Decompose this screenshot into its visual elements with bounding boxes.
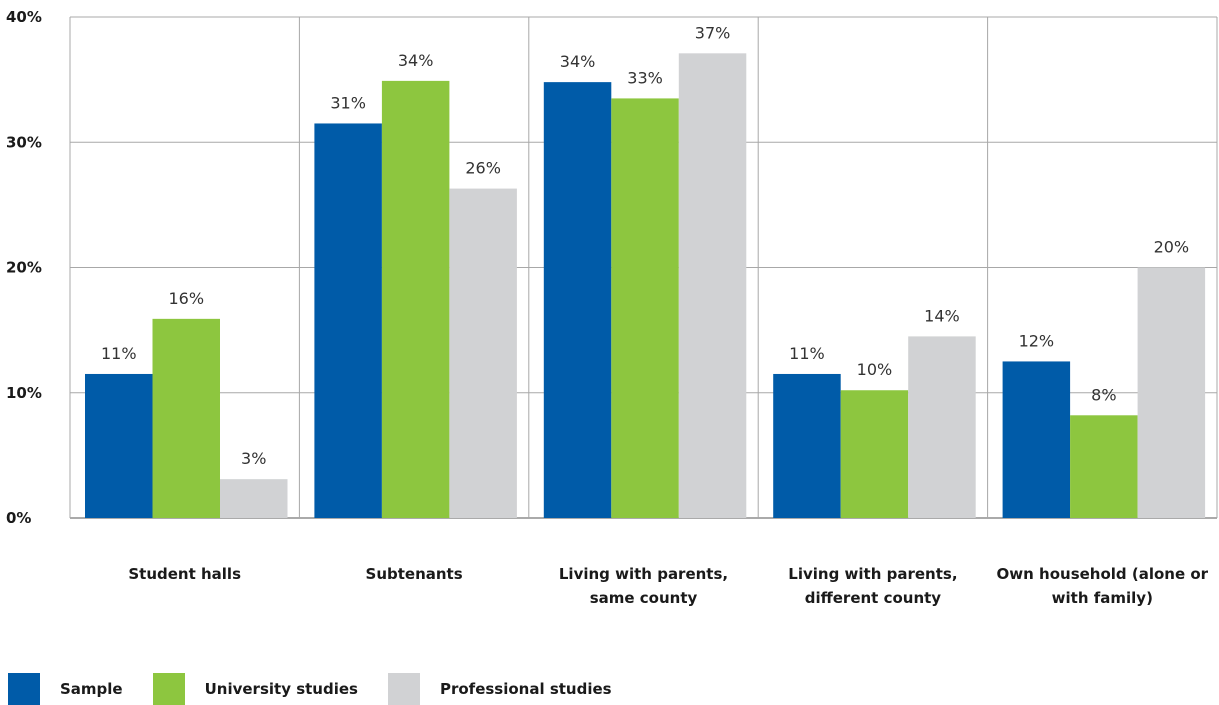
data-label: 11% (789, 344, 825, 363)
bar (1137, 267, 1206, 518)
data-labels: 11% 31% 34% 11% 12% 16% 34% 33% 10% 8% 3% 26% 37% 14%… (101, 23, 1189, 468)
data-label: 10% (857, 360, 893, 379)
bar (1070, 415, 1138, 518)
bars (85, 53, 1206, 519)
data-label: 8% (1091, 385, 1116, 404)
data-label: 33% (627, 68, 663, 87)
data-label: 34% (560, 52, 596, 71)
legend-label-university-studies: University studies (204, 680, 358, 698)
legend-swatch-university-studies (152, 673, 185, 705)
y-axis-ticks: 0% 10% 20% 30% 40% (6, 8, 42, 527)
legend: Sample University studies Professional s… (8, 673, 642, 705)
bar (1002, 361, 1071, 518)
data-label: 37% (695, 23, 731, 42)
bar (611, 98, 679, 518)
legend-swatch-professional-studies (387, 673, 420, 705)
legend-item-university-studies: University studies (152, 673, 358, 705)
bar (678, 53, 747, 518)
data-label: 34% (398, 51, 434, 70)
legend-label-sample: Sample (60, 680, 123, 698)
data-label: 20% (1154, 238, 1190, 257)
y-tick-label: 0% (6, 509, 31, 527)
legend-item-professional-studies: Professional studies (387, 673, 612, 705)
bar (152, 318, 220, 518)
category-label: Student halls (128, 565, 241, 583)
bar (840, 390, 909, 518)
data-label: 14% (924, 306, 960, 325)
data-label: 11% (101, 344, 137, 363)
legend-swatch-sample (8, 673, 40, 705)
y-tick-label: 10% (6, 384, 42, 402)
bar (85, 373, 153, 518)
y-tick-label: 40% (6, 8, 42, 26)
bar (449, 188, 517, 518)
data-label: 16% (168, 289, 204, 308)
bar (381, 80, 450, 518)
bar-chart: 0%10%20%30%40% 11%31%34%11%12%16%34%33%1… (6, 8, 1218, 607)
category-label: Living with parents, same county (559, 565, 728, 607)
data-label: 31% (330, 93, 366, 112)
bar (314, 123, 382, 519)
data-label: 3% (241, 449, 266, 468)
category-labels: Student halls Subtenants Living with paren… (128, 565, 1208, 607)
data-label: 26% (465, 159, 501, 178)
category-label: Subtenants (366, 565, 463, 583)
data-label: 12% (1019, 331, 1055, 350)
bar (908, 336, 976, 518)
legend-item-sample: Sample (8, 673, 123, 705)
bar (543, 82, 612, 518)
bar (773, 373, 841, 518)
legend-label-professional-studies: Professional studies (439, 680, 612, 698)
y-tick-label: 20% (6, 259, 42, 277)
bar (220, 479, 288, 518)
category-label: Living with parents, different county (788, 565, 957, 607)
category-label: Own household (alone or with family) (997, 565, 1209, 607)
y-tick-label: 30% (6, 133, 42, 151)
